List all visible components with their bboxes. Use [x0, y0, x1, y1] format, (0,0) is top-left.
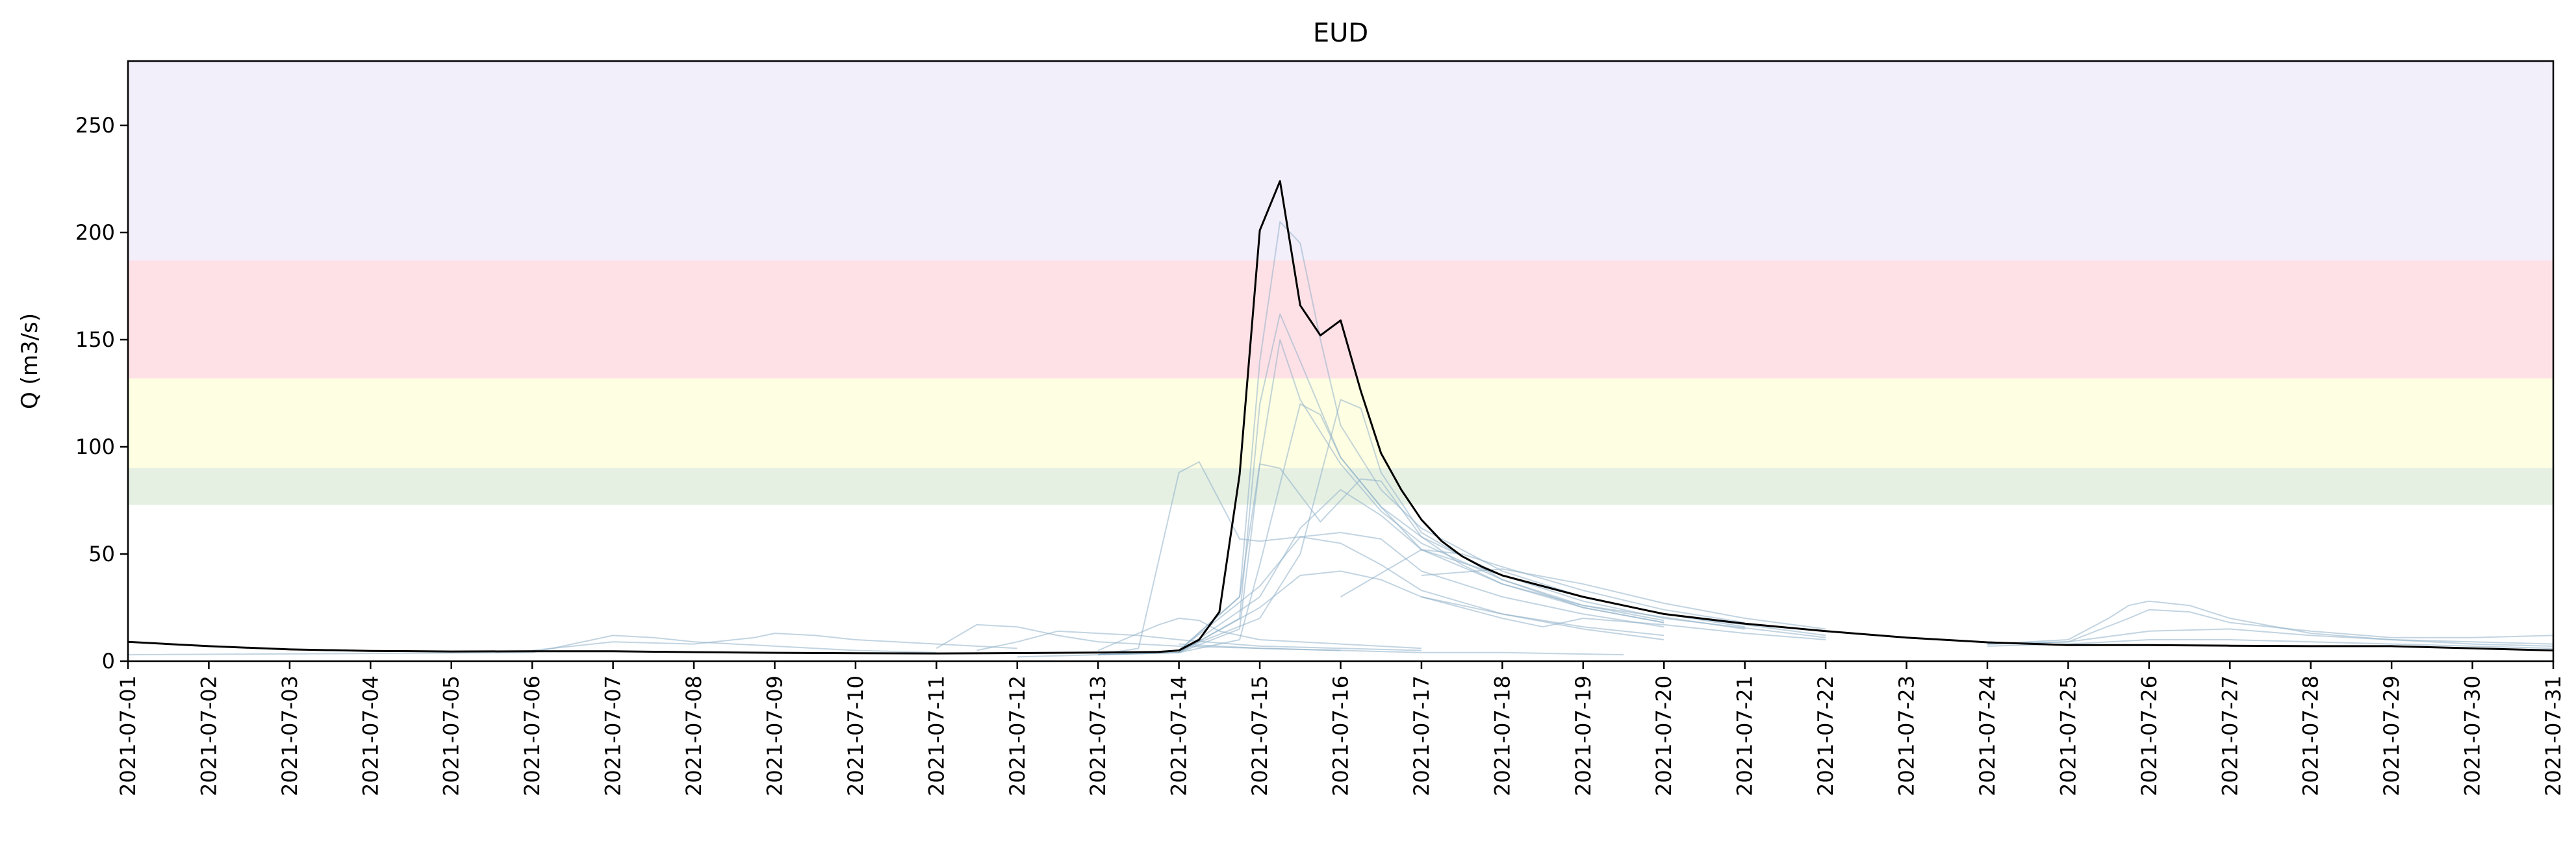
x-tick-label: 2021-07-09 — [762, 675, 787, 796]
series-line-member — [1179, 643, 1624, 656]
y-tick-label: 100 — [75, 434, 115, 459]
x-tick-label: 2021-07-07 — [601, 675, 626, 796]
series-line-member — [1987, 609, 2554, 645]
x-tick-label: 2021-07-26 — [2137, 675, 2162, 796]
series-line-member — [1421, 596, 1826, 640]
threshold-band — [128, 61, 2553, 260]
series-line-member — [1179, 399, 1664, 651]
y-axis: 0 50 100 150 200 250 — [75, 113, 128, 673]
x-tick-label: 2021-07-28 — [2299, 675, 2323, 796]
x-tick-label: 2021-07-12 — [1005, 675, 1030, 796]
x-tick-label: 2021-07-25 — [2056, 675, 2080, 796]
series-line-member — [532, 633, 1017, 651]
x-tick-label: 2021-07-24 — [1975, 675, 2000, 796]
x-tick-label: 2021-07-20 — [1651, 675, 1676, 796]
series-line-member — [1987, 639, 2554, 649]
series-line-member — [1340, 549, 1745, 623]
y-tick-label: 150 — [75, 327, 115, 352]
x-tick-label: 2021-07-14 — [1167, 675, 1192, 796]
x-axis: 2021-07-01 2021-07-02 2021-07-03 2021-07-04… — [116, 661, 2566, 796]
x-tick-label: 2021-07-05 — [439, 675, 464, 796]
x-tick-label: 2021-07-01 — [116, 675, 140, 796]
series-line-member — [1179, 570, 1664, 653]
x-tick-label: 2021-07-02 — [196, 675, 221, 796]
series-group — [127, 180, 2554, 658]
x-tick-label: 2021-07-21 — [1733, 675, 1757, 796]
series-line-member — [976, 630, 1422, 651]
x-tick-label: 2021-07-16 — [1329, 675, 1353, 796]
x-tick-label: 2021-07-04 — [358, 675, 383, 796]
x-tick-label: 2021-07-27 — [2217, 675, 2242, 796]
x-tick-label: 2021-07-11 — [924, 675, 949, 796]
y-axis-label: Q (m3/s) — [17, 313, 43, 409]
x-tick-label: 2021-07-22 — [1813, 675, 1838, 796]
x-tick-label: 2021-07-08 — [682, 675, 706, 796]
threshold-band — [128, 468, 2553, 505]
threshold-bands — [128, 61, 2553, 505]
x-tick-label: 2021-07-19 — [1571, 675, 1596, 796]
x-tick-label: 2021-07-31 — [2541, 675, 2566, 796]
y-tick-label: 250 — [75, 113, 115, 138]
series-line-member — [1179, 489, 1745, 653]
threshold-band — [128, 260, 2553, 379]
x-tick-label: 2021-07-15 — [1247, 675, 1272, 796]
x-tick-label: 2021-07-17 — [1409, 675, 1434, 796]
x-tick-label: 2021-07-30 — [2460, 675, 2485, 796]
x-tick-label: 2021-07-23 — [1894, 675, 1919, 796]
series-line-member — [1178, 532, 1664, 651]
x-tick-label: 2021-07-13 — [1086, 675, 1110, 796]
series-line-member — [1017, 461, 1664, 658]
y-tick-label: 0 — [102, 649, 115, 673]
series-line-member — [1178, 463, 1664, 651]
y-tick-label: 50 — [88, 542, 115, 566]
series-line-member — [1987, 628, 2554, 647]
x-tick-label: 2021-07-06 — [520, 675, 544, 796]
y-tick-label: 200 — [75, 220, 115, 245]
series-line-member — [1987, 600, 2554, 645]
x-tick-label: 2021-07-10 — [843, 675, 868, 796]
x-tick-label: 2021-07-29 — [2379, 675, 2404, 796]
series-line-main — [127, 180, 2554, 655]
x-tick-label: 2021-07-18 — [1490, 675, 1514, 796]
chart-title: EUD — [1313, 18, 1368, 48]
x-tick-label: 2021-07-03 — [277, 675, 302, 796]
